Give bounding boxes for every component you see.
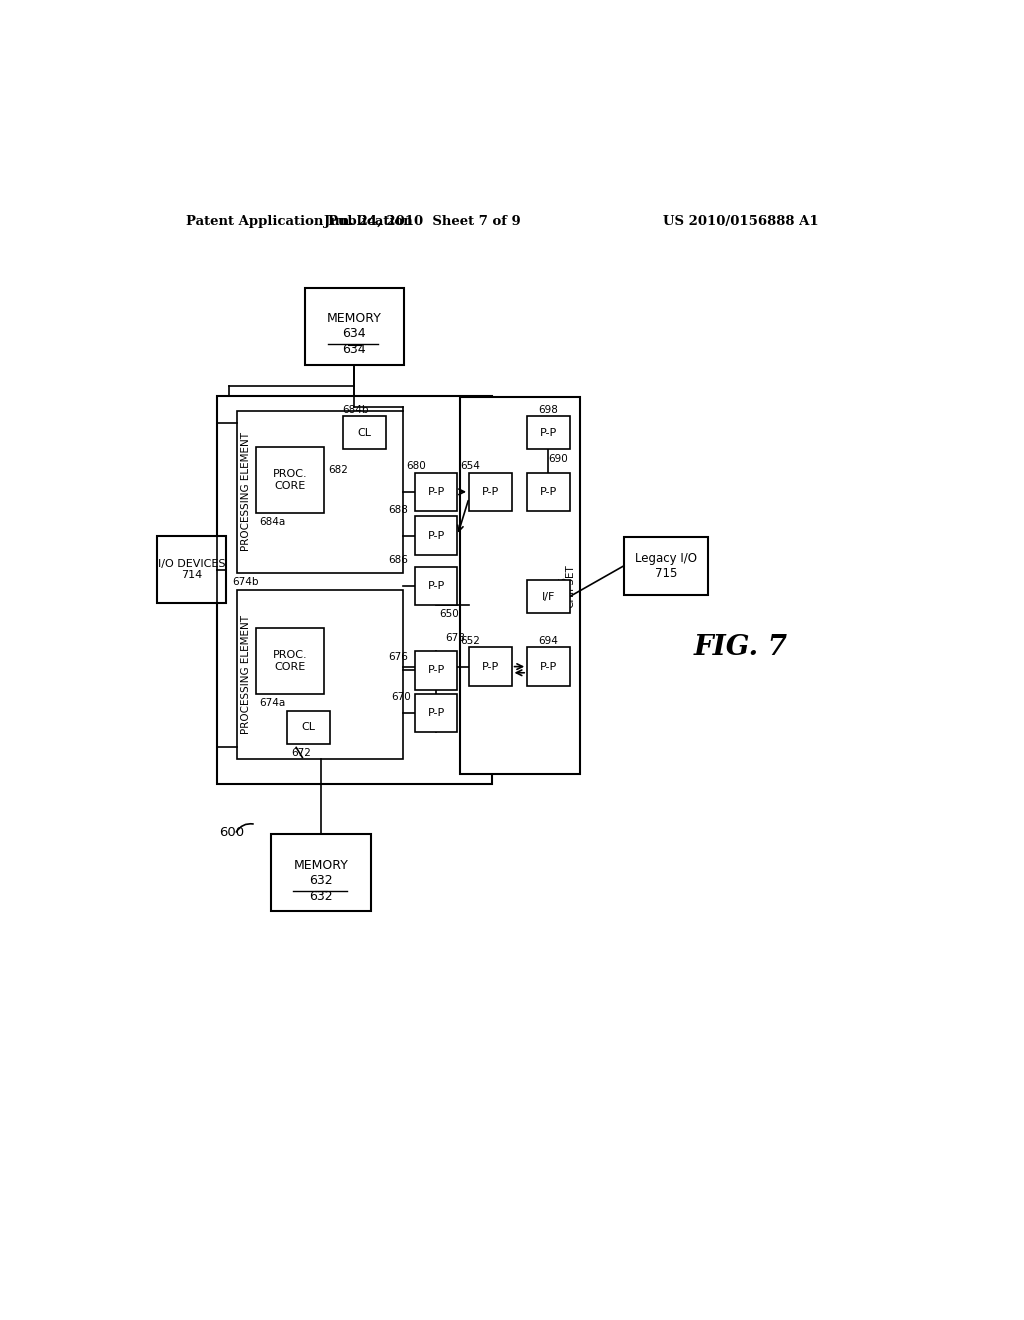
Text: CL: CL bbox=[301, 722, 315, 733]
Text: 600: 600 bbox=[219, 825, 245, 838]
Text: 654: 654 bbox=[461, 462, 480, 471]
Text: P-P: P-P bbox=[427, 665, 444, 676]
Text: 670: 670 bbox=[391, 693, 411, 702]
Text: 652: 652 bbox=[461, 636, 480, 647]
Text: 690: 690 bbox=[548, 454, 567, 463]
Text: PROC.
CORE: PROC. CORE bbox=[272, 649, 307, 672]
Bar bbox=[237, 411, 403, 573]
Text: PROCESSING ELEMENT: PROCESSING ELEMENT bbox=[241, 433, 251, 552]
Bar bbox=[415, 651, 458, 689]
Bar bbox=[527, 416, 569, 449]
Text: Jun. 24, 2010  Sheet 7 of 9: Jun. 24, 2010 Sheet 7 of 9 bbox=[325, 215, 521, 228]
Text: MEMORY
634: MEMORY 634 bbox=[327, 313, 382, 341]
Text: P-P: P-P bbox=[481, 487, 499, 496]
Text: 632: 632 bbox=[309, 890, 333, 903]
Bar bbox=[415, 473, 458, 511]
Text: P-P: P-P bbox=[427, 531, 444, 541]
Bar bbox=[256, 447, 324, 512]
Text: Patent Application Publication: Patent Application Publication bbox=[186, 215, 413, 228]
Text: Legacy I/O
715: Legacy I/O 715 bbox=[635, 552, 697, 579]
Bar bbox=[469, 473, 512, 511]
Text: 680: 680 bbox=[407, 462, 426, 471]
Text: 684b: 684b bbox=[342, 405, 369, 416]
Text: CL: CL bbox=[357, 428, 372, 437]
Text: 694: 694 bbox=[539, 636, 558, 647]
Text: I/O DEVICES
714: I/O DEVICES 714 bbox=[158, 558, 225, 581]
Text: CHIPSET: CHIPSET bbox=[565, 564, 575, 607]
Text: PROC.
CORE: PROC. CORE bbox=[272, 469, 307, 491]
Bar bbox=[527, 473, 569, 511]
Text: P-P: P-P bbox=[540, 428, 557, 437]
Text: PROCESSING ELEMENT: PROCESSING ELEMENT bbox=[241, 615, 251, 734]
Text: 674b: 674b bbox=[232, 577, 259, 587]
Text: 678: 678 bbox=[445, 634, 466, 643]
Text: 674a: 674a bbox=[260, 698, 286, 708]
Bar bbox=[343, 416, 386, 449]
Text: P-P: P-P bbox=[540, 661, 557, 672]
Bar bbox=[237, 590, 403, 759]
Text: P-P: P-P bbox=[427, 708, 444, 718]
Text: P-P: P-P bbox=[427, 487, 444, 496]
Text: 650: 650 bbox=[439, 610, 460, 619]
Text: 696: 696 bbox=[558, 576, 567, 595]
Bar bbox=[415, 566, 458, 605]
Bar bbox=[287, 711, 330, 743]
Text: 634: 634 bbox=[342, 343, 367, 356]
Text: MEMORY
632: MEMORY 632 bbox=[294, 859, 348, 887]
Bar bbox=[158, 536, 225, 603]
Bar bbox=[527, 581, 569, 612]
Text: P-P: P-P bbox=[481, 661, 499, 672]
Bar bbox=[624, 537, 708, 595]
Text: 682: 682 bbox=[328, 465, 348, 475]
Bar bbox=[469, 647, 512, 686]
Text: FIG. 7: FIG. 7 bbox=[693, 634, 787, 661]
Text: 698: 698 bbox=[539, 405, 558, 416]
Text: P-P: P-P bbox=[427, 581, 444, 591]
Bar bbox=[527, 647, 569, 686]
Text: 684a: 684a bbox=[260, 517, 286, 527]
Bar bbox=[415, 516, 458, 554]
Text: P-P: P-P bbox=[540, 487, 557, 496]
Bar bbox=[271, 834, 371, 911]
Bar bbox=[256, 628, 324, 693]
Text: US 2010/0156888 A1: US 2010/0156888 A1 bbox=[663, 215, 818, 228]
Text: 672: 672 bbox=[291, 748, 310, 758]
Bar bbox=[305, 288, 403, 364]
Bar bbox=[217, 396, 493, 784]
Text: I/F: I/F bbox=[542, 591, 555, 602]
Text: 688: 688 bbox=[389, 506, 409, 515]
Bar bbox=[460, 397, 580, 775]
Text: 686: 686 bbox=[389, 556, 409, 565]
Text: 676: 676 bbox=[389, 652, 409, 663]
Bar bbox=[415, 693, 458, 733]
